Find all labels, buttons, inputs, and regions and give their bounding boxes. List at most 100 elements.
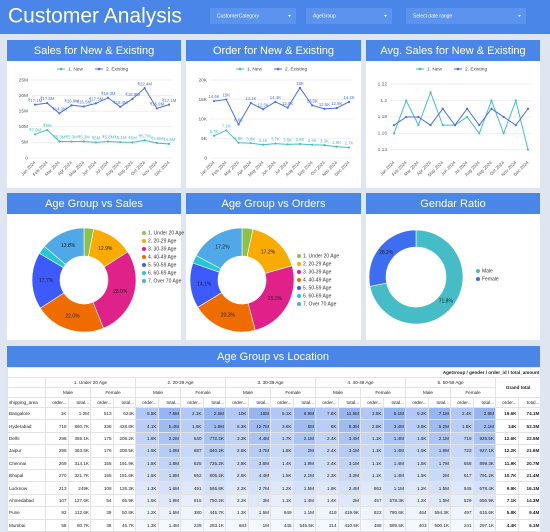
data-label: 12.5K	[257, 102, 268, 107]
table-cell: 296	[45, 444, 69, 458]
legend-label: 4. 40-49 Age	[303, 277, 332, 283]
point	[392, 124, 396, 127]
legend-marker	[476, 277, 480, 281]
table-cell: 4.4M	[247, 431, 271, 446]
row-label: Ahmedabad	[7, 493, 46, 508]
data-row: Bangalore 1K 1.2M 513 624K 5.5K 7.6M 2.1K 2.6M 10…	[7, 406, 540, 421]
y-tick-label: 0	[204, 155, 207, 161]
panel	[186, 40, 361, 188]
table-cell: 1.5K	[135, 468, 159, 483]
data-label: 2.7K	[345, 141, 354, 146]
table-cell: 862	[360, 481, 384, 495]
point	[274, 142, 277, 145]
filter-label[interactable]: AgeGroup	[313, 13, 336, 19]
table-cell: 498	[360, 518, 384, 532]
point	[155, 107, 158, 110]
table-cell: 1.4K	[270, 456, 294, 470]
table-cell: 805.2K	[202, 468, 226, 483]
point	[323, 144, 326, 147]
table-cell: 1.1K	[360, 468, 384, 483]
point	[526, 107, 530, 110]
table-cell: 1.4M	[382, 456, 406, 470]
table-cell: 578.3K	[382, 493, 406, 508]
gender-header: Female	[180, 387, 226, 398]
data-label: ₹17.6M	[40, 96, 55, 101]
measure-header: order...	[315, 397, 339, 408]
table-cell: 1.4K	[315, 493, 339, 508]
legend-label: 7. Over 70 Age	[303, 301, 337, 307]
table-cell: 127.6K	[67, 493, 91, 508]
filter-label[interactable]: Select date range	[413, 13, 452, 19]
point	[441, 107, 444, 110]
table-cell: 11.9K	[495, 456, 519, 470]
table-cell: 2.8K	[225, 468, 249, 483]
table-cell: 2.1M	[292, 431, 316, 446]
measure-header: order...	[270, 397, 294, 408]
measure-header: order...	[405, 397, 429, 408]
pivot-table: AgeGroup / gender / order_id / total_amo…	[7, 367, 540, 532]
filter-label[interactable]: CustomerCategory	[217, 13, 259, 19]
filter[interactable]	[306, 8, 392, 24]
legend-marker	[297, 254, 301, 258]
table-cell: 5.2M	[427, 419, 451, 433]
table-cell: 2.1M	[292, 468, 316, 483]
legend-marker	[142, 263, 146, 267]
legend-label: 3. 30-39 Age	[303, 269, 332, 275]
legend-marker	[297, 294, 301, 298]
point	[335, 106, 338, 110]
table-cell: 1.5K	[405, 456, 429, 470]
table-cell: 297.1K	[472, 518, 496, 532]
table-cell: 1.8M	[157, 456, 181, 470]
table-cell: 617	[450, 468, 474, 483]
table-cell: 927.1K	[472, 444, 496, 458]
data-label: ₹17.1M	[28, 98, 43, 103]
data-label: 3.7K	[271, 137, 280, 142]
data-label: ₹17.1M	[162, 98, 177, 103]
legend-marker	[456, 67, 460, 71]
panel-title-bar	[186, 40, 361, 61]
table-cell: 7.8K	[315, 406, 339, 421]
point	[502, 115, 505, 119]
table-cell: 1.4M	[382, 431, 406, 446]
point	[453, 124, 457, 127]
row-label: Bangalore	[7, 406, 46, 421]
table-cell: 38	[90, 518, 114, 532]
measure-header: total...	[337, 397, 361, 408]
point	[392, 132, 396, 135]
legend-marker	[418, 67, 422, 71]
table-cell: 5.1K	[270, 406, 294, 421]
data-label: ₹4.8M	[151, 136, 164, 141]
table-cell: 2M	[427, 468, 451, 483]
header-row: 1. Under 20 Age 2. 20-29 Age 3. 30-39 Age 4…	[7, 377, 540, 398]
point	[347, 100, 351, 103]
table-cell: 840.2K	[202, 444, 226, 458]
table-cell: 678.4K	[472, 481, 496, 495]
table-cell: 640	[180, 431, 204, 446]
point	[261, 108, 265, 111]
point	[106, 96, 110, 99]
legend-label: 7. Over 70 Age	[148, 278, 182, 284]
table-cell: 3.4M	[337, 431, 361, 446]
table-cell: 7.1M	[427, 406, 451, 421]
filter[interactable]	[406, 8, 526, 24]
data-label: ₹5.3M	[53, 135, 66, 140]
table-cell: 16M	[247, 406, 271, 421]
table-cell: 2.1K	[180, 406, 204, 421]
filter[interactable]	[210, 8, 296, 24]
table-cell: 1.2M	[67, 406, 91, 421]
legend-label: 1. Under 20 Age	[303, 253, 339, 259]
data-label: 3.8K	[246, 136, 255, 141]
table-cell: 191.9K	[112, 456, 136, 470]
table-cell: 6.1M	[517, 518, 540, 532]
table-cell: 5M	[292, 419, 316, 433]
group-header: 2. 20-29 Age	[135, 377, 226, 388]
data-label: 14.6K	[208, 94, 219, 99]
table-cell: 249K	[67, 481, 91, 495]
table-cell: 565.8K	[202, 481, 226, 495]
table-cell: 658	[450, 456, 474, 470]
line-series	[34, 129, 170, 145]
legend-marker	[59, 67, 63, 71]
data-row: Pune 93 112.6K 39 50.8K 1.2K 1.5M 380 445.7K 1.2K…	[7, 506, 540, 520]
data-label: ₹5.3M	[102, 135, 115, 140]
table-container: AgeGroup / gender / order_id / total_amo…	[7, 367, 540, 532]
